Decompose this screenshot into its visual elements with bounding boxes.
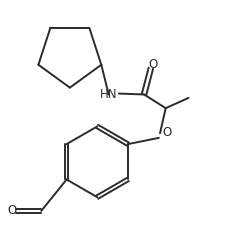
Text: O: O: [162, 126, 171, 139]
Text: O: O: [7, 204, 17, 217]
Text: HN: HN: [100, 88, 117, 101]
Text: O: O: [148, 58, 157, 71]
